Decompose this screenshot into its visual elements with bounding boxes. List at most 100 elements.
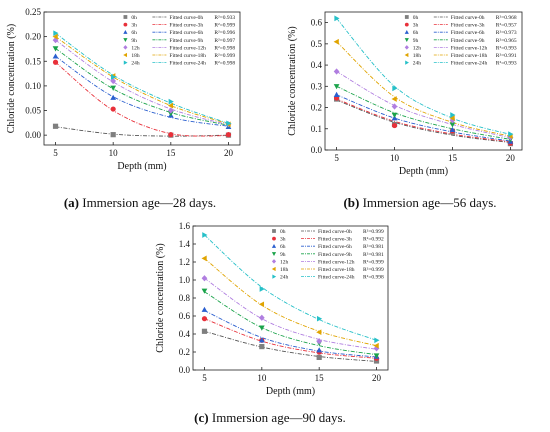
marker-6h: [333, 91, 340, 98]
caption-text: Immersion age—90 days.: [209, 410, 346, 425]
legend-series-label: 9h: [280, 252, 286, 258]
caption-label: (a): [64, 195, 79, 210]
marker-12h: [201, 275, 208, 282]
legend-series-label: 12h: [413, 45, 422, 51]
y-tick-label: 0.10: [25, 81, 41, 91]
chart-c: 0.0 0.2 0.4 0.6 0.8 1.0 1.2 1.4 1.6 5 10 15 20 Depth …: [155, 221, 389, 425]
legend-fit-label: Fitted curve-9h: [169, 38, 203, 44]
legend-marker-6h: [271, 244, 277, 248]
x-tick-label: 15: [448, 153, 458, 163]
fit-line-6h: [336, 94, 511, 142]
legend-fit-r2: R²=0.998: [214, 45, 235, 51]
legend-fit-label: Fitted curve-18h: [451, 53, 488, 59]
legend-fit-r2: R²=0.993: [496, 61, 517, 67]
y-tick-label: 1.6: [179, 221, 191, 231]
plot-frame: [324, 11, 523, 151]
legend-fit-r2: R²=0.997: [214, 38, 235, 44]
legend-marker-0h: [272, 229, 276, 233]
legend-marker-24h: [272, 274, 277, 279]
legend-marker-0h: [404, 15, 409, 19]
x-tick-label: 10: [390, 153, 400, 163]
fit-line-18h: [204, 258, 377, 347]
x-tick-label: 5: [334, 153, 339, 163]
marker-24h: [168, 98, 174, 105]
legend-series-label: 18h: [131, 53, 140, 59]
legend-fit-r2: R²=0.993: [496, 45, 517, 51]
marker-9h: [333, 84, 340, 90]
marker-3h: [52, 59, 59, 65]
legend-fit-label: Fitted curve-12h: [318, 259, 355, 265]
marker-6h: [449, 126, 456, 133]
y-axis-title: Chloride concentration (%): [287, 26, 298, 135]
marker-6h: [201, 306, 208, 312]
fit-line-6h: [204, 310, 377, 358]
marker-6h: [110, 94, 117, 100]
legend-fit-r2: R²=0.965: [496, 38, 517, 44]
y-axis-title: Chloride concentration (%): [155, 243, 166, 352]
legend-marker-9h: [271, 252, 277, 256]
legend-fit-label: Fitted curve-9h: [318, 252, 352, 258]
legend-marker-3h: [272, 236, 276, 241]
marker-3h: [168, 132, 174, 138]
marker-24h: [226, 120, 232, 127]
marker-18h: [201, 255, 207, 262]
marker-24h: [508, 131, 514, 137]
marker-3h: [110, 106, 116, 112]
caption-label: (b): [343, 195, 359, 210]
legend-series-label: 6h: [280, 244, 286, 250]
legend-series-label: 12h: [280, 259, 289, 265]
legend-fit-label: Fitted curve-12h: [451, 45, 488, 51]
y-tick-label: 0.00: [25, 130, 41, 140]
legend-fit-r2: R²=0.981: [363, 244, 384, 250]
legend-fit-label: Fitted curve-3h: [169, 23, 203, 29]
legend-marker-18h: [271, 266, 276, 272]
caption-text: Immersion age—56 days.: [359, 195, 496, 210]
legend-fit-label: Fitted curve-24h: [318, 275, 355, 281]
y-tick-label: 0.15: [25, 56, 41, 66]
marker-24h: [316, 315, 323, 322]
x-axis-title: Depth (mm): [117, 161, 166, 172]
x-tick-label: 5: [53, 148, 58, 158]
legend-marker-24h: [123, 60, 128, 65]
legend-marker-6h: [404, 30, 409, 34]
legend-series-label: 6h: [131, 30, 137, 36]
marker-0h: [201, 328, 208, 334]
legend-fit-label: Fitted curve-6h: [318, 244, 352, 250]
marker-12h: [449, 117, 456, 124]
legend-series-label: 6h: [413, 30, 419, 36]
marker-9h: [52, 46, 59, 52]
y-tick-label: 0.0: [311, 145, 323, 155]
marker-18h: [316, 329, 322, 336]
legend-fit-label: Fitted curve-24h: [451, 61, 488, 67]
marker-24h: [53, 30, 59, 37]
fit-line-24h: [204, 234, 377, 341]
y-axis-title: Chloride concentration (%): [6, 24, 17, 133]
fit-line-12h: [55, 39, 229, 126]
marker-24h: [110, 74, 117, 80]
fit-line-18h: [55, 36, 229, 125]
fit-line-12h: [204, 277, 377, 350]
plot-frame: [43, 11, 241, 146]
legend-fit-label: Fitted curve-0h: [318, 229, 352, 235]
legend-fit-r2: R²=0.999: [214, 23, 235, 29]
marker-12h: [316, 338, 323, 345]
fit-line-3h: [336, 98, 511, 143]
marker-12h: [167, 107, 174, 114]
fit-line-9h: [204, 291, 377, 356]
fit-line-3h: [204, 318, 377, 359]
fit-line-24h: [336, 18, 511, 135]
marker-0h: [110, 132, 116, 138]
legend-fit-label: Fitted curve-18h: [169, 53, 206, 59]
marker-9h: [201, 288, 208, 294]
legend-marker-9h: [404, 38, 409, 42]
y-tick-label: 0.5: [311, 39, 323, 49]
marker-24h: [450, 112, 456, 118]
x-axis-title: Depth (mm): [266, 386, 315, 397]
legend-series-label: 0h: [131, 15, 137, 21]
legend-fit-r2: R²=0.981: [363, 252, 384, 258]
y-tick-label: 0.1: [311, 124, 322, 134]
legend-marker-12h: [271, 259, 277, 264]
y-tick-label: 1.4: [179, 239, 191, 249]
caption-label: (c): [194, 410, 208, 425]
legend-series-label: 9h: [413, 38, 419, 44]
